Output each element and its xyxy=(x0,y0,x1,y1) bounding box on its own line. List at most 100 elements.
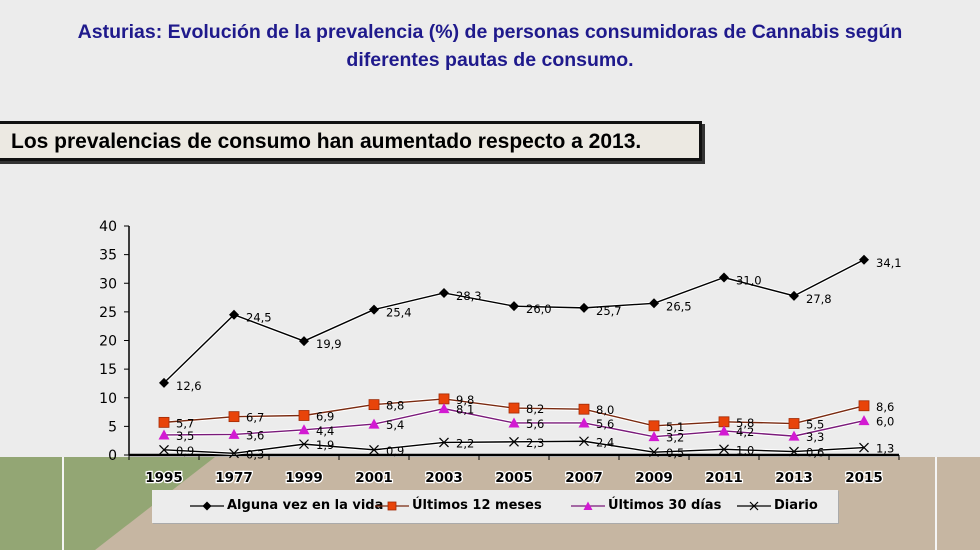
title-line-2: diferentes pautas de consumo. xyxy=(346,49,634,71)
data-point-x xyxy=(299,439,309,450)
data-label: 28,3 xyxy=(456,289,482,303)
data-label: 6,7 xyxy=(246,411,264,425)
legend-item-diario: Diario xyxy=(737,498,818,513)
data-point-square xyxy=(298,410,310,421)
data-point-diamond xyxy=(509,301,519,312)
data-point-triangle xyxy=(368,418,380,429)
background-divider xyxy=(62,457,64,550)
data-point-diamond xyxy=(299,336,309,347)
legend-item-ultimos30: Últimos 30 días xyxy=(571,498,721,513)
data-point-x xyxy=(229,448,239,459)
y-tick-label: 25 xyxy=(99,305,117,321)
series-line-halo xyxy=(163,439,865,456)
legend-item-ultimos12: Últimos 12 meses xyxy=(375,498,542,513)
x-tick-label: 2013 xyxy=(775,470,813,486)
data-label: 8,0 xyxy=(596,403,614,417)
data-point-x-stroke xyxy=(229,448,239,459)
data-point-square xyxy=(858,400,870,412)
data-label: 0,5 xyxy=(666,446,684,460)
data-point-triangle xyxy=(438,403,450,414)
x-tick-label: 1999 xyxy=(285,470,323,486)
triangle-marker-icon xyxy=(571,501,605,510)
data-label: 24,5 xyxy=(246,311,272,325)
data-label: 2,2 xyxy=(456,436,474,450)
data-point-diamond xyxy=(229,309,239,320)
data-point-x-stroke xyxy=(649,447,659,458)
legend-label: Últimos 12 meses xyxy=(412,498,542,513)
data-point-triangle xyxy=(298,424,310,435)
data-label: 0,9 xyxy=(176,444,194,458)
x-tick-label: 1995 xyxy=(145,470,183,486)
data-point-x xyxy=(649,447,659,458)
x-tick-label: 2003 xyxy=(425,470,463,486)
data-point-x xyxy=(579,436,589,447)
data-point-x xyxy=(369,444,379,455)
data-point-x-stroke xyxy=(789,446,799,457)
data-point-diamond xyxy=(159,377,169,388)
data-label: 2,4 xyxy=(596,435,614,449)
data-point-x-stroke xyxy=(509,436,519,447)
y-tick-label: 40 xyxy=(99,219,117,235)
data-point-diamond xyxy=(369,304,379,315)
data-point-x xyxy=(719,444,729,455)
legend-label: Últimos 30 días xyxy=(608,498,722,513)
y-tick-label: 20 xyxy=(99,334,117,350)
y-tick-label: 10 xyxy=(99,391,117,407)
slide-title: Asturias: Evolución de la prevalencia (%… xyxy=(0,18,980,74)
data-point-square xyxy=(578,403,590,415)
x-tick-label: 2011 xyxy=(705,470,743,486)
data-point-triangle xyxy=(858,415,870,426)
title-line-1: Asturias: Evolución de la prevalencia (%… xyxy=(77,21,903,43)
x-tick-label: 1977 xyxy=(215,470,253,486)
x-marker-icon xyxy=(737,501,771,510)
data-label: 26,5 xyxy=(666,299,692,313)
data-label: 6,0 xyxy=(876,415,894,429)
data-label: 8,6 xyxy=(876,400,894,414)
data-label: 5,6 xyxy=(596,417,614,431)
data-point-triangle xyxy=(578,417,590,428)
data-label: 25,4 xyxy=(386,306,412,320)
data-label: 3,3 xyxy=(806,430,824,444)
data-point-x-stroke xyxy=(719,444,729,455)
data-label: 31,0 xyxy=(736,274,762,288)
data-label: 8,1 xyxy=(456,403,474,417)
data-label: 0,9 xyxy=(386,444,404,458)
data-point-x-stroke xyxy=(369,444,379,455)
data-point-x xyxy=(859,442,869,453)
data-label: 4,4 xyxy=(316,424,334,438)
diamond-marker-icon xyxy=(190,501,224,510)
data-point-x xyxy=(159,444,169,455)
series-ultimos12: 5,7 6,7 6,9 8,8 9,8 8,2 8,0 5,1 5,8 5,5 8,6 xyxy=(158,393,894,434)
data-label: 5,7 xyxy=(176,416,194,430)
data-label: 8,8 xyxy=(386,399,404,413)
data-point-diamond xyxy=(789,290,799,301)
data-label: 2,3 xyxy=(526,436,544,450)
legend-label: Alguna vez en la vida xyxy=(227,498,384,513)
data-point-x xyxy=(439,437,449,448)
data-point-triangle xyxy=(788,430,800,441)
legend-label: Diario xyxy=(774,498,818,513)
data-point-square xyxy=(648,420,660,432)
series-diario: 0,9 0,3 1,9 0,9 2,2 2,3 2,4 0,5 1,0 0,6 1,3 xyxy=(159,435,894,461)
data-point-square xyxy=(788,418,800,429)
data-label: 25,7 xyxy=(596,304,622,318)
data-point-square xyxy=(438,393,450,405)
data-point-diamond xyxy=(579,302,589,313)
square-marker-icon xyxy=(375,501,409,510)
data-label: 0,3 xyxy=(246,447,264,461)
data-point-square xyxy=(158,416,170,428)
data-label: 3,6 xyxy=(246,428,264,442)
data-point-triangle xyxy=(508,417,520,428)
data-label: 1,3 xyxy=(876,442,894,456)
y-tick-label: 30 xyxy=(99,276,117,292)
data-point-triangle xyxy=(648,431,660,442)
data-point-diamond xyxy=(649,298,659,309)
data-point-x-stroke xyxy=(439,437,449,448)
data-label: 12,6 xyxy=(176,379,202,393)
data-label: 3,5 xyxy=(176,429,194,443)
subtitle-text: Los prevalencias de consumo han aumentad… xyxy=(11,130,642,153)
y-tick-label: 5 xyxy=(108,419,117,435)
data-point-square xyxy=(508,402,520,414)
data-label: 5,4 xyxy=(386,418,404,432)
